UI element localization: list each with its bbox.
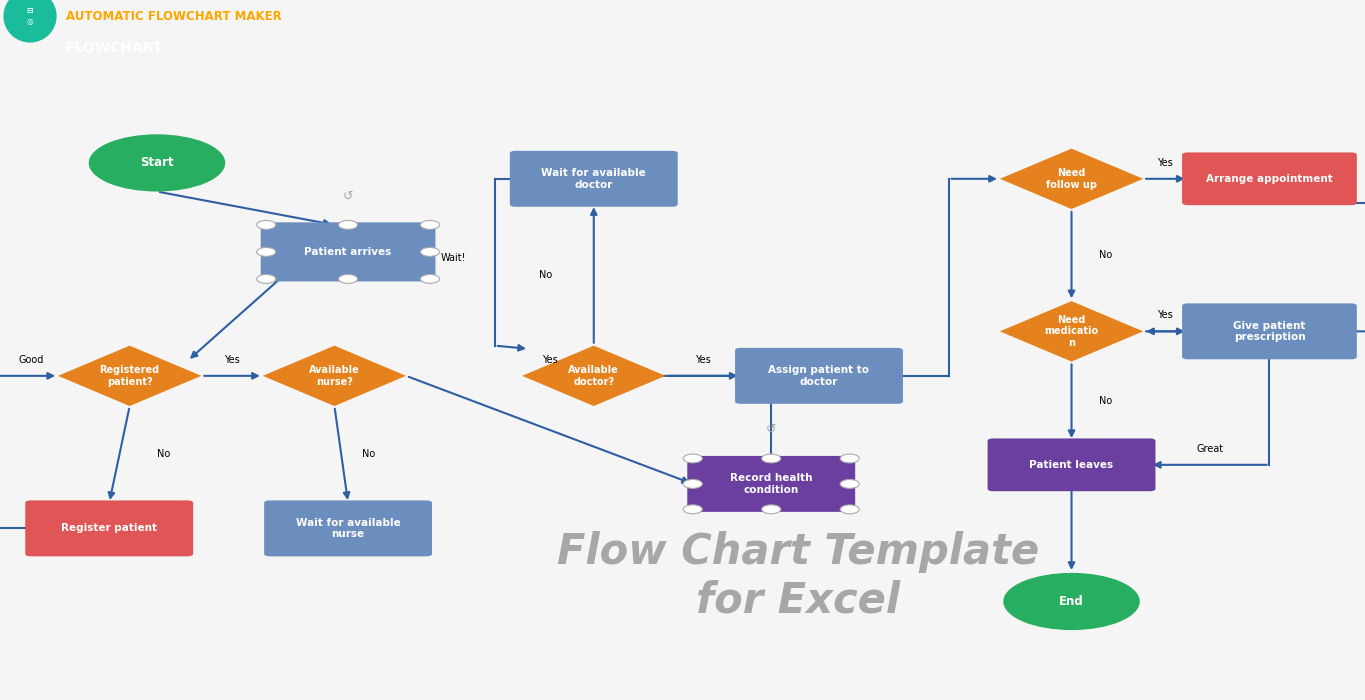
Text: FLOWCHART: FLOWCHART xyxy=(66,41,162,55)
Ellipse shape xyxy=(4,0,56,42)
Text: No: No xyxy=(1099,396,1112,406)
Text: Arrange appointment: Arrange appointment xyxy=(1207,174,1332,184)
FancyBboxPatch shape xyxy=(261,223,435,281)
Text: Give patient
prescription: Give patient prescription xyxy=(1233,321,1306,342)
Text: No: No xyxy=(539,270,553,280)
Circle shape xyxy=(339,220,358,230)
Text: Register patient: Register patient xyxy=(61,524,157,533)
Text: Yes: Yes xyxy=(542,355,557,365)
Text: Good: Good xyxy=(18,355,44,365)
Circle shape xyxy=(420,220,440,230)
Circle shape xyxy=(420,248,440,256)
Circle shape xyxy=(257,220,276,230)
Text: No: No xyxy=(1099,250,1112,260)
FancyBboxPatch shape xyxy=(265,500,431,556)
Circle shape xyxy=(762,454,781,463)
Circle shape xyxy=(339,274,358,284)
Text: Wait for available
nurse: Wait for available nurse xyxy=(296,517,400,539)
Ellipse shape xyxy=(1003,573,1140,630)
Text: Available
doctor?: Available doctor? xyxy=(568,365,620,386)
Circle shape xyxy=(841,505,860,514)
Circle shape xyxy=(257,248,276,256)
Text: No: No xyxy=(157,449,171,459)
Text: ↺: ↺ xyxy=(766,424,777,436)
FancyBboxPatch shape xyxy=(734,348,904,404)
Circle shape xyxy=(762,505,781,514)
Circle shape xyxy=(420,274,440,284)
Polygon shape xyxy=(521,346,666,406)
Circle shape xyxy=(682,505,702,514)
FancyBboxPatch shape xyxy=(25,500,194,556)
Circle shape xyxy=(257,274,276,284)
Text: Yes: Yes xyxy=(1158,311,1174,321)
Text: Need
medicatio
n: Need medicatio n xyxy=(1044,315,1099,348)
FancyBboxPatch shape xyxy=(1182,153,1357,205)
Text: Registered
patient?: Registered patient? xyxy=(100,365,160,386)
Text: Patient arrives: Patient arrives xyxy=(304,247,392,257)
Text: ⊟
◎: ⊟ ◎ xyxy=(27,6,33,26)
Text: End: End xyxy=(1059,595,1084,608)
Text: Available
nurse?: Available nurse? xyxy=(308,365,360,386)
FancyBboxPatch shape xyxy=(687,456,854,512)
Text: Wait!: Wait! xyxy=(441,253,467,263)
Text: Start: Start xyxy=(141,156,173,169)
Circle shape xyxy=(841,454,860,463)
Text: Yes: Yes xyxy=(224,355,240,365)
Polygon shape xyxy=(999,301,1144,361)
Circle shape xyxy=(682,454,702,463)
FancyBboxPatch shape xyxy=(988,438,1155,491)
Text: Yes: Yes xyxy=(695,355,711,365)
Text: Assign patient to
doctor: Assign patient to doctor xyxy=(768,365,870,386)
Text: Need
follow up: Need follow up xyxy=(1046,168,1097,190)
Ellipse shape xyxy=(89,134,225,192)
Text: Patient leaves: Patient leaves xyxy=(1029,460,1114,470)
FancyBboxPatch shape xyxy=(511,150,677,206)
Polygon shape xyxy=(999,148,1144,209)
Text: Flow Chart Template
for Excel: Flow Chart Template for Excel xyxy=(557,531,1040,622)
Text: Wait for available
doctor: Wait for available doctor xyxy=(542,168,646,190)
Text: Great: Great xyxy=(1196,444,1223,454)
FancyBboxPatch shape xyxy=(1182,303,1357,359)
Circle shape xyxy=(682,480,702,489)
Text: ↺: ↺ xyxy=(343,190,354,203)
Text: Yes: Yes xyxy=(1158,158,1174,168)
Circle shape xyxy=(841,480,860,489)
Text: No: No xyxy=(362,449,375,459)
Text: AUTOMATIC FLOWCHART MAKER: AUTOMATIC FLOWCHART MAKER xyxy=(66,10,281,22)
Text: Record health
condition: Record health condition xyxy=(730,473,812,495)
Polygon shape xyxy=(262,346,407,406)
Polygon shape xyxy=(57,346,202,406)
